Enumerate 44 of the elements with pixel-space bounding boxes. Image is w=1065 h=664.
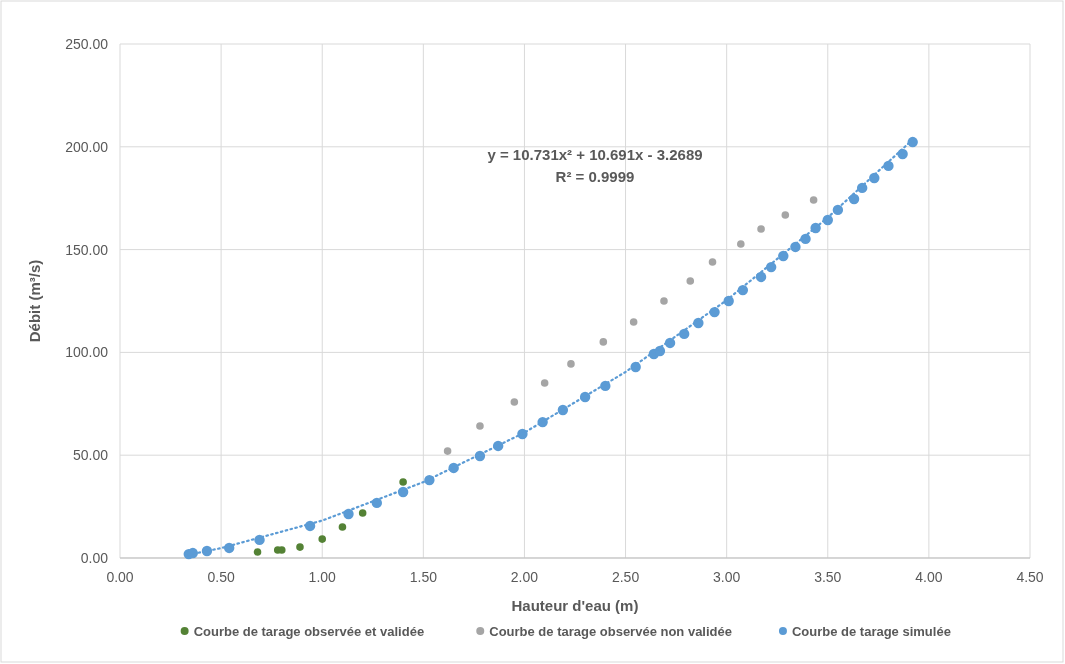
point [737,240,745,248]
point [296,543,304,551]
legend-label: Courbe de tarage simulée [791,624,951,639]
y-tick-label: 50.00 [72,447,109,464]
y-tick-label: 0.00 [80,550,109,566]
annotation: R² = 0.9999 [555,168,635,185]
y-tick-label: 100.00 [65,344,109,361]
point [708,258,717,266]
x-tick-label: 0.50 [207,569,235,585]
x-tick-label: 0.00 [106,569,134,585]
y-tick-label: 150.00 [65,241,109,258]
point [338,523,347,531]
x-tick-label: 4.50 [1016,569,1044,585]
x-tick-label: 3.50 [814,569,842,585]
point [253,548,262,556]
x-tick-label: 2.00 [510,569,539,585]
point [443,447,452,455]
point [510,398,519,406]
y-tick-label: 200.00 [65,138,109,155]
y-axis-title: Débit (m³/s) [26,259,43,343]
point [686,277,695,285]
y-tick-label: 250.00 [65,36,109,52]
point [476,422,484,430]
annotation: y = 10.731x² + 10.691x - 3.2689 [487,146,703,163]
point [399,478,407,486]
x-tick-label: 3.00 [713,569,741,585]
point [660,297,668,305]
legend-label: Courbe de tarage observée et validée [193,624,425,639]
x-tick-label: 4.00 [915,569,943,585]
point [540,379,549,387]
point [809,196,818,204]
x-tick-label: 2.50 [611,569,640,585]
x-tick-label: 1.00 [308,569,337,585]
point [781,211,790,219]
point [567,360,575,368]
x-tick-label: 1.50 [409,569,438,585]
point [629,318,638,326]
legend-label: Courbe de tarage observée non validée [489,624,732,639]
point [848,193,860,205]
point [318,535,327,543]
point [358,509,367,517]
point [757,225,765,233]
x-axis-title: Hauteur d'eau (m) [511,597,639,614]
point [599,338,608,346]
